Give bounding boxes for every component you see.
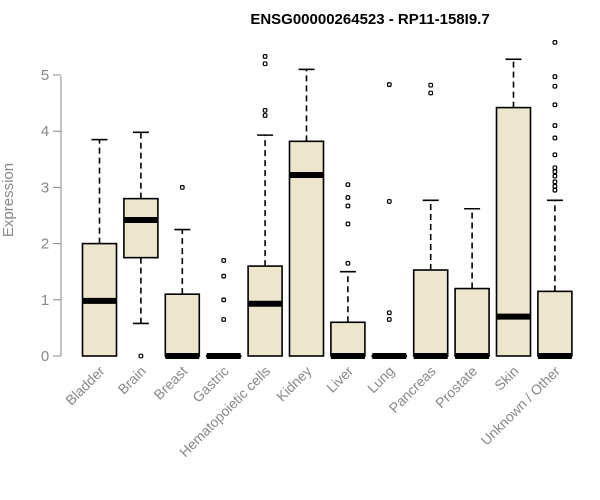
outlier-point xyxy=(345,182,351,187)
outlier-point xyxy=(552,152,558,158)
chart-title: ENSG00000264523 - RP11-158I9.7 xyxy=(250,11,489,28)
y-tick-label: 4 xyxy=(41,123,49,140)
x-tick-label: Kidney xyxy=(273,363,315,405)
x-tick-label: Liver xyxy=(323,363,356,396)
outlier-point xyxy=(386,310,392,316)
box-lung xyxy=(371,82,408,359)
y-tick-label: 2 xyxy=(41,236,49,253)
outlier-point xyxy=(262,61,268,67)
x-tick-label: Lung xyxy=(364,363,397,396)
y-tick-label: 5 xyxy=(41,67,49,84)
outlier-point xyxy=(552,102,558,108)
outlier-point xyxy=(552,187,558,193)
box-unknown-other xyxy=(537,40,573,359)
outlier-point xyxy=(552,123,558,128)
outlier-point xyxy=(221,297,227,303)
box-iqr xyxy=(537,290,573,357)
y-tick-label: 1 xyxy=(41,292,49,309)
outlier-point xyxy=(345,260,351,266)
y-axis-ticks: 0 1 2 3 4 5 xyxy=(41,67,61,365)
outlier-point xyxy=(552,169,558,175)
outlier-point xyxy=(386,317,392,322)
outlier-point xyxy=(221,317,227,322)
box-bladder xyxy=(81,138,118,357)
outlier-point xyxy=(386,82,392,87)
outlier-point xyxy=(552,173,558,179)
x-tick-label: Brain xyxy=(115,363,149,397)
outlier-point xyxy=(386,199,392,204)
box-breast xyxy=(164,185,201,359)
outlier-point xyxy=(221,258,227,263)
outlier-point xyxy=(221,273,227,279)
box-iqr xyxy=(247,265,283,357)
x-tick-label: Skin xyxy=(491,363,522,394)
outlier-point xyxy=(262,54,268,59)
outlier-point xyxy=(345,203,351,209)
box-gastric xyxy=(205,258,242,359)
box-iqr xyxy=(330,321,366,357)
outlier-point xyxy=(552,165,558,171)
box-brain xyxy=(123,131,159,359)
outlier-point xyxy=(552,135,558,141)
outlier-point xyxy=(262,108,268,113)
outlier-point xyxy=(552,183,558,189)
outlier-point xyxy=(138,353,144,359)
outlier-point xyxy=(552,40,558,45)
outlier-point xyxy=(552,83,558,89)
y-axis-label: Expression xyxy=(0,163,17,237)
outlier-point xyxy=(179,185,185,190)
box-skin xyxy=(495,58,532,357)
box-liver xyxy=(330,182,366,359)
box-hematopoietic-cells xyxy=(247,54,283,357)
outlier-point xyxy=(428,90,434,96)
box-kidney xyxy=(288,68,325,357)
box-prostate xyxy=(454,207,490,359)
box-iqr xyxy=(412,269,449,357)
box-iqr xyxy=(164,293,201,357)
x-tick-label: Bladder xyxy=(62,363,108,409)
x-tick-label: Unknown / Other xyxy=(477,363,563,449)
box-iqr xyxy=(123,197,159,259)
y-tick-label: 3 xyxy=(41,179,49,196)
outlier-point xyxy=(262,113,268,118)
outlier-point xyxy=(552,74,558,80)
y-tick-label: 0 xyxy=(41,348,49,365)
box-pancreas xyxy=(412,82,449,359)
outlier-point xyxy=(345,221,351,227)
boxplot-series xyxy=(81,40,573,359)
outlier-point xyxy=(428,82,434,88)
outlier-point xyxy=(345,195,351,200)
x-tick-label: Prostate xyxy=(432,363,480,411)
outlier-point xyxy=(552,179,558,185)
x-tick-label: Breast xyxy=(150,363,190,403)
box-iqr xyxy=(454,287,490,357)
